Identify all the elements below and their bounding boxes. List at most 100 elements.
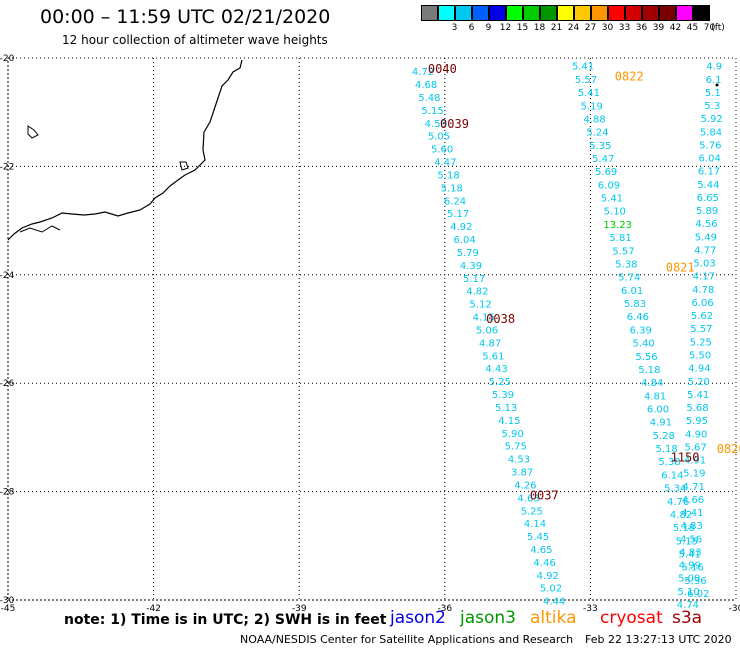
mission-label-s3a: s3a (672, 608, 703, 628)
footer-note: note: 1) Time is in UTC; 2) SWH is in fe… (64, 612, 387, 628)
wave-height-value: 4.43 (485, 364, 507, 375)
wave-height-value: 5.02 (540, 584, 562, 595)
lat-tick-label: -20 (0, 54, 15, 64)
wave-height-value: 5.47 (592, 154, 614, 165)
wave-height-value: 5.79 (457, 248, 479, 259)
wave-height-value: 6.04 (453, 235, 475, 246)
legend-swatch (591, 5, 608, 21)
wave-height-value: 5.41 (601, 194, 623, 205)
pass-number-label: 0821 (666, 261, 695, 275)
footer-timestamp: Feb 22 13:27:13 UTC 2020 (585, 633, 732, 646)
legend-label: 42 (669, 23, 682, 33)
legend-swatch (693, 5, 710, 21)
legend-swatch (574, 5, 591, 21)
wave-height-value: 4.84 (641, 378, 663, 389)
wave-height-value: 4.92 (537, 571, 559, 582)
wave-height-value: 4.82 (670, 510, 692, 521)
wave-height-value: 5.00 (678, 574, 700, 585)
wave-height-value: 5.38 (658, 457, 680, 468)
wave-height-value: 5.17 (447, 209, 469, 220)
wave-height-value: 4.94 (688, 364, 710, 375)
wave-height-value: 5.61 (482, 351, 504, 362)
lon-tick-label: -45 (1, 604, 16, 614)
page-title: 00:00 – 11:59 UTC 02/21/2020 (40, 6, 331, 28)
wave-height-value: 5.41 (679, 550, 701, 561)
wave-height-value: 5.18 (673, 523, 695, 534)
wave-height-value: 4.74 (677, 600, 699, 611)
wave-height-value: 4.92 (450, 222, 472, 233)
wave-height-value: 6.24 (444, 196, 466, 207)
pass-number-label: 11 (738, 261, 740, 275)
wave-height-value: 5.50 (689, 351, 711, 362)
coast-marker-dot (715, 83, 719, 87)
pass-number-label: 0820 (717, 442, 740, 456)
wave-height-value: 4.68 (415, 80, 437, 91)
wave-height-value: 6.01 (621, 286, 643, 297)
wave-height-value: 4.77 (694, 245, 716, 256)
pass-labels: 004000390038003708220821082011501108 (428, 62, 740, 503)
legend-label: 6 (468, 23, 475, 33)
wave-height-value: 5.89 (696, 206, 718, 217)
wave-height-value: 5.57 (575, 75, 597, 86)
legend-label: 36 (635, 23, 648, 33)
wave-height-value: 5.44 (697, 180, 719, 191)
wave-height-value: 5.18 (656, 444, 678, 455)
wave-height-value: 5.35 (589, 141, 611, 152)
wave-height-value: 6.1 (706, 75, 722, 86)
wave-height-value: 4.17 (693, 272, 715, 283)
legend-swatch (438, 5, 455, 21)
mission-label-altika: altika (530, 608, 577, 628)
legend-swatch (472, 5, 489, 21)
wave-height-value: 4.99 (679, 561, 701, 572)
wave-height-value: 5.05 (428, 132, 450, 143)
lat-tick-label: -26 (0, 379, 15, 389)
legend-swatch (557, 5, 574, 21)
wave-height-value: 5.69 (595, 167, 617, 178)
wave-height-value: 4.39 (460, 261, 482, 272)
legend-label: 18 (533, 23, 546, 33)
wave-height-value: 5.67 (684, 442, 706, 453)
wave-height-value: 4.83 (679, 547, 701, 558)
wave-height-value: 5.60 (431, 145, 453, 156)
legend-swatch (455, 5, 472, 21)
lat-tick-label: -24 (0, 271, 15, 281)
legend-label: 9 (485, 23, 492, 33)
wave-height-tracks: 4.724.685.485.154.595.055.604.475.185.18… (412, 62, 723, 611)
wave-height-value: 4.14 (524, 519, 546, 530)
wave-height-value: 5.62 (691, 311, 713, 322)
map-frame (7, 57, 737, 601)
wave-height-value: 4.71 (683, 482, 705, 493)
wave-height-value: 5.17 (463, 274, 485, 285)
wave-height-value: 5.18 (441, 183, 463, 194)
wave-height-value: 4.47 (434, 158, 456, 169)
legend-label: 21 (550, 23, 563, 33)
lon-tick-label: -30 (729, 604, 740, 614)
wave-height-value: 4.90 (685, 429, 707, 440)
bay-outline (19, 225, 61, 233)
wave-height-value: 5.25 (489, 377, 511, 388)
wave-height-value: 5.57 (690, 324, 712, 335)
wave-height-value: 6.09 (598, 180, 620, 191)
wave-height-value: 5.25 (690, 337, 712, 348)
wave-height-value: 5.25 (521, 506, 543, 517)
pass-number-label: 0038 (486, 312, 515, 326)
wave-height-value: 4.78 (692, 285, 714, 296)
wave-height-value: 5.1 (705, 88, 721, 99)
wave-height-value: 6.02 (687, 589, 709, 600)
wave-height-value: 6.00 (647, 404, 669, 415)
wave-height-value: 5.10 (677, 587, 699, 598)
pass-number-label: 1150 (671, 450, 700, 464)
pass-number-label: 0037 (530, 488, 559, 502)
wave-height-value: 5.20 (688, 377, 710, 388)
wave-height-value: 5.95 (686, 416, 708, 427)
legend-label: 70 (703, 23, 716, 33)
wave-height-value: 5.18 (638, 365, 660, 376)
legend-swatch (659, 5, 676, 21)
coastline-path (7, 59, 243, 241)
wave-height-value: 5.68 (686, 403, 708, 414)
wave-height-value: 5.15 (421, 106, 443, 117)
coastline (7, 59, 243, 241)
wave-height-value: 4.15 (473, 313, 495, 324)
wave-height-value: 5.76 (699, 140, 721, 151)
lon-tick-label: -42 (146, 604, 161, 614)
